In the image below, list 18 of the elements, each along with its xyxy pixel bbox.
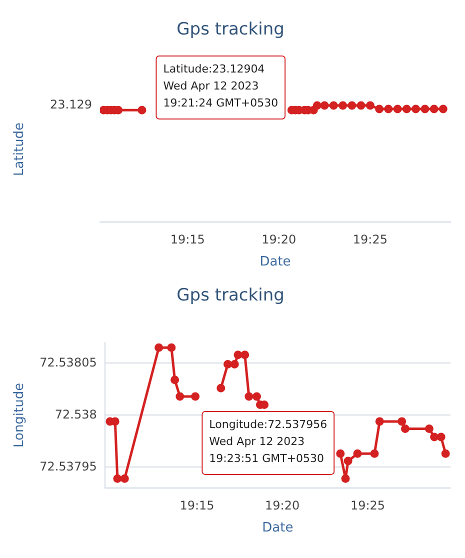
x-tick-label: 19:25 bbox=[350, 498, 386, 512]
x-tick-label: 19:20 bbox=[262, 232, 296, 246]
y-tick-label: 72.538 bbox=[54, 407, 97, 422]
chart-title: Gps tracking bbox=[176, 20, 284, 40]
y-axis-title: Latitude bbox=[12, 122, 28, 176]
chart-title: Gps tracking bbox=[176, 286, 284, 306]
y-tick-label: 72.53795 bbox=[40, 459, 97, 474]
y-tick-label: 72.53805 bbox=[40, 355, 97, 370]
x-tick-label: 19:25 bbox=[352, 232, 388, 246]
text: 23.129 bbox=[50, 98, 92, 112]
x-tick-label: 19:15 bbox=[170, 232, 205, 246]
x-axis-title: Date bbox=[262, 520, 294, 536]
x-axis-title: Date bbox=[260, 254, 291, 270]
x-tick-label: 19:20 bbox=[265, 498, 300, 512]
y-axis-title: Longitude bbox=[12, 382, 28, 448]
x-tick-label: 19:15 bbox=[180, 498, 214, 512]
annotation: Latitude:23.12904 Wed Apr 12 2023 19:21:24 GMT+0530 bbox=[163, 62, 278, 110]
annotation: Longitude:72.537956 Wed Apr 12 2023 19:23:51 GMT+0530 bbox=[209, 418, 328, 465]
